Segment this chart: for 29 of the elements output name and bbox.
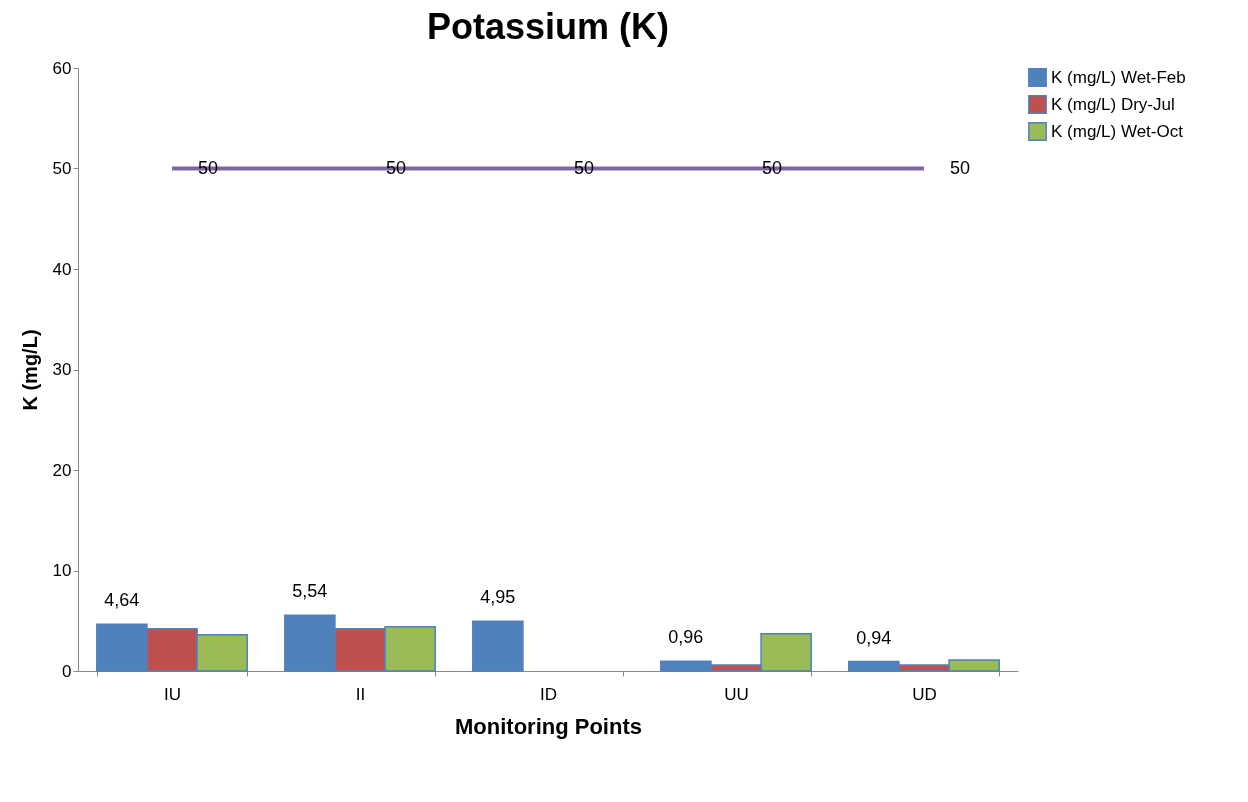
legend-label: K (mg/L) Dry-Jul (1051, 94, 1175, 114)
x-tick-label: II (355, 684, 366, 704)
legend-label: K (mg/L) Wet-Feb (1051, 67, 1186, 87)
y-tick-label: 60 (52, 58, 72, 78)
x-axis-title: Monitoring Points (455, 713, 642, 739)
chart-title: Potassium (K) (426, 6, 670, 47)
legend-label: K (mg/L) Wet-Oct (1051, 121, 1184, 141)
x-tick-label: UD (912, 684, 937, 704)
data-label: 50 (949, 157, 971, 178)
y-tick-label: 40 (52, 259, 72, 279)
y-tick-label: 20 (52, 460, 72, 480)
y-axis-title: K (mg/L) (18, 329, 41, 411)
x-tick-label: ID (540, 684, 557, 704)
data-label: 50 (761, 157, 783, 178)
data-label: 0,96 (668, 627, 704, 648)
data-label: 0,94 (856, 627, 892, 648)
data-label: 4,95 (480, 587, 516, 608)
data-label: 4,64 (104, 590, 140, 611)
x-tick-label: IU (164, 684, 181, 704)
data-label: 5,54 (292, 581, 328, 602)
y-tick-label: 10 (52, 561, 72, 580)
y-tick-label: 30 (52, 360, 72, 379)
data-label: 50 (197, 157, 219, 178)
data-label: 50 (385, 157, 407, 178)
x-tick-label: UU (724, 684, 749, 704)
y-tick-label: 50 (52, 159, 72, 178)
y-tick-label: 0 (62, 661, 72, 681)
data-label: 50 (573, 157, 595, 178)
bar (472, 620, 524, 672)
